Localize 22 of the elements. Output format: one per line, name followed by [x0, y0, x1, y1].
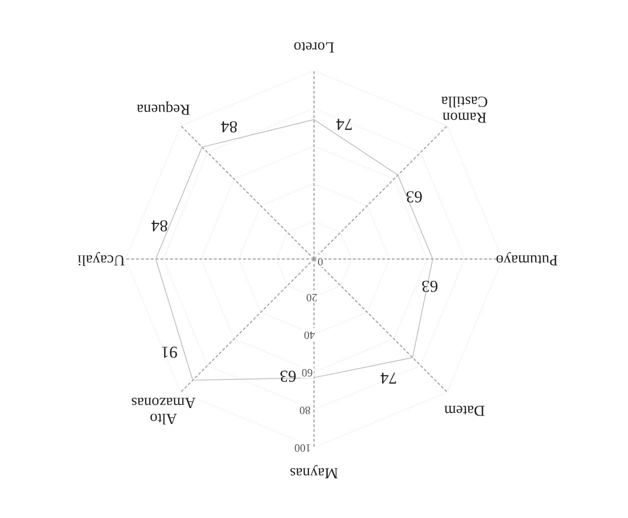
y-tick-label: 0 — [318, 258, 323, 266]
data-label: 84 — [221, 121, 237, 132]
spoke-label: Ramon Castilla — [441, 96, 488, 123]
spoke-label: Maynas — [290, 464, 338, 478]
spoke-label: Putumayo — [496, 252, 558, 266]
data-label: 63 — [406, 191, 422, 202]
data-label: 63 — [422, 280, 438, 292]
data-label: 91 — [162, 346, 178, 358]
spoke-label: Requena — [136, 102, 190, 115]
data-label: 74 — [336, 118, 352, 130]
spoke-label: Alto Amazonas — [132, 398, 196, 424]
y-tick-label: 60 — [302, 369, 312, 377]
y-tick-label: 40 — [304, 331, 315, 339]
data-label: 84 — [151, 220, 168, 232]
y-tick-label: 80 — [300, 406, 310, 414]
spoke-label: Datem — [444, 406, 484, 416]
y-tick-label: 20 — [306, 294, 317, 302]
spoke-label: Loreto — [294, 42, 334, 52]
data-label: 63 — [280, 370, 296, 382]
y-tick-label: 100 — [294, 444, 310, 452]
spoke-label: Ucayali — [78, 252, 125, 266]
data-label: 74 — [380, 372, 396, 384]
